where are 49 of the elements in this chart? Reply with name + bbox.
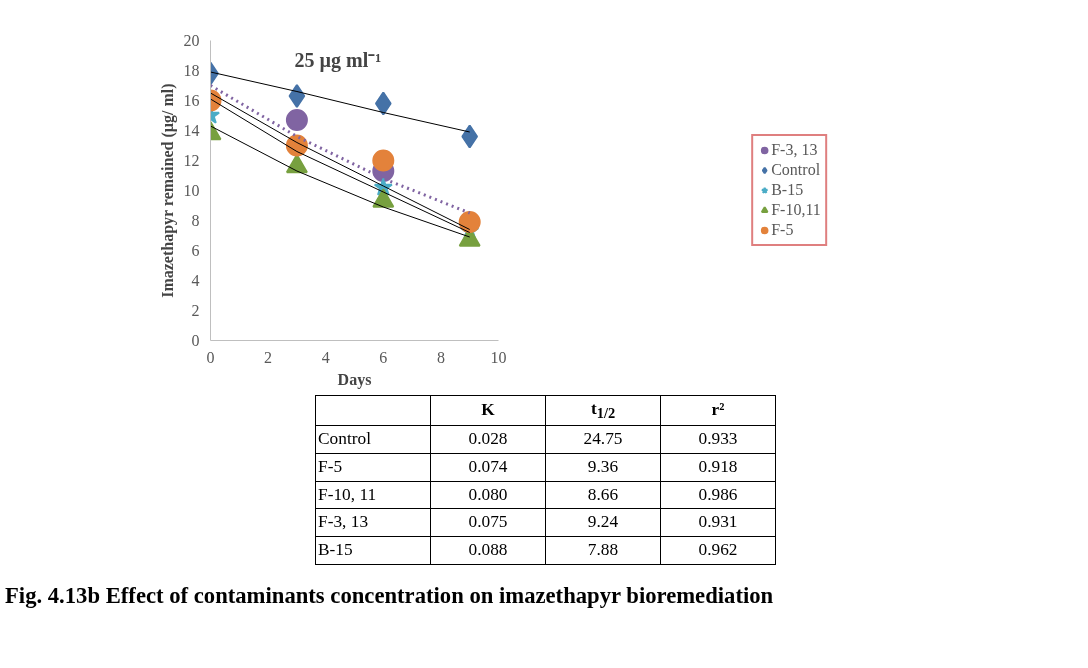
- y-tick-label: 2: [191, 302, 200, 319]
- y-tick-label: 10: [183, 182, 200, 199]
- x-tick-label: 8: [436, 348, 445, 366]
- text: 0.918: [660, 453, 776, 482]
- text: F-3, 13: [315, 508, 431, 537]
- y-tick-label: 6: [191, 242, 200, 259]
- x-tick-label: 6: [379, 348, 388, 366]
- text: 0.074: [430, 453, 546, 482]
- y-tick-label: 12: [183, 152, 200, 169]
- text: 24.75: [545, 425, 661, 454]
- legend-label: B-15: [771, 181, 804, 199]
- legend-label: F-5: [771, 221, 794, 239]
- text: t$_{1/2}$: [545, 395, 661, 426]
- text: r²: [660, 395, 776, 426]
- text: 0.088: [430, 536, 546, 565]
- x-tick-label: 4: [321, 348, 330, 366]
- text: 0.080: [430, 481, 546, 509]
- legend-label: F-3, 13: [771, 141, 818, 159]
- y-tick-label: 14: [183, 122, 200, 139]
- text: K: [430, 395, 546, 426]
- y-axis-title: Imazethapyr remained (µg/ ml): [158, 83, 177, 298]
- y-tick-label: 20: [183, 32, 200, 49]
- x-tick-label: 2: [264, 348, 273, 366]
- x-axis-title: Days: [337, 370, 372, 389]
- caption: Fig. 4.13b Effect of contaminants concentration on imazethapyr bioremediation: [5, 581, 775, 610]
- y-tick-label: 16: [183, 92, 200, 109]
- text: 0.075: [430, 508, 546, 537]
- y-tick-label: 0: [191, 332, 200, 349]
- text: 0.962: [660, 536, 776, 565]
- text: F-5: [315, 453, 431, 482]
- x-tick-label: 10: [490, 348, 507, 366]
- text: 9.24: [545, 508, 661, 537]
- text: 0.028: [430, 425, 546, 454]
- text: Control: [315, 425, 431, 454]
- chart-title: 25 µg ml⁻¹: [294, 48, 382, 72]
- x-tick-label: 0: [206, 348, 215, 366]
- text: F-10, 11: [315, 481, 431, 509]
- text: 7.88: [545, 536, 661, 565]
- text: 0.933: [660, 425, 776, 454]
- text: 9.36: [545, 453, 661, 482]
- y-tick-label: 18: [183, 62, 200, 79]
- text: B-15: [315, 536, 431, 565]
- text: 8.66: [545, 481, 661, 509]
- y-tick-label: 8: [191, 212, 200, 229]
- legend-label: F-10,11: [771, 201, 821, 219]
- text: 0.931: [660, 508, 776, 537]
- legend-label: Control: [771, 161, 821, 179]
- text: 0.986: [660, 481, 776, 509]
- y-tick-label: 4: [191, 272, 200, 289]
